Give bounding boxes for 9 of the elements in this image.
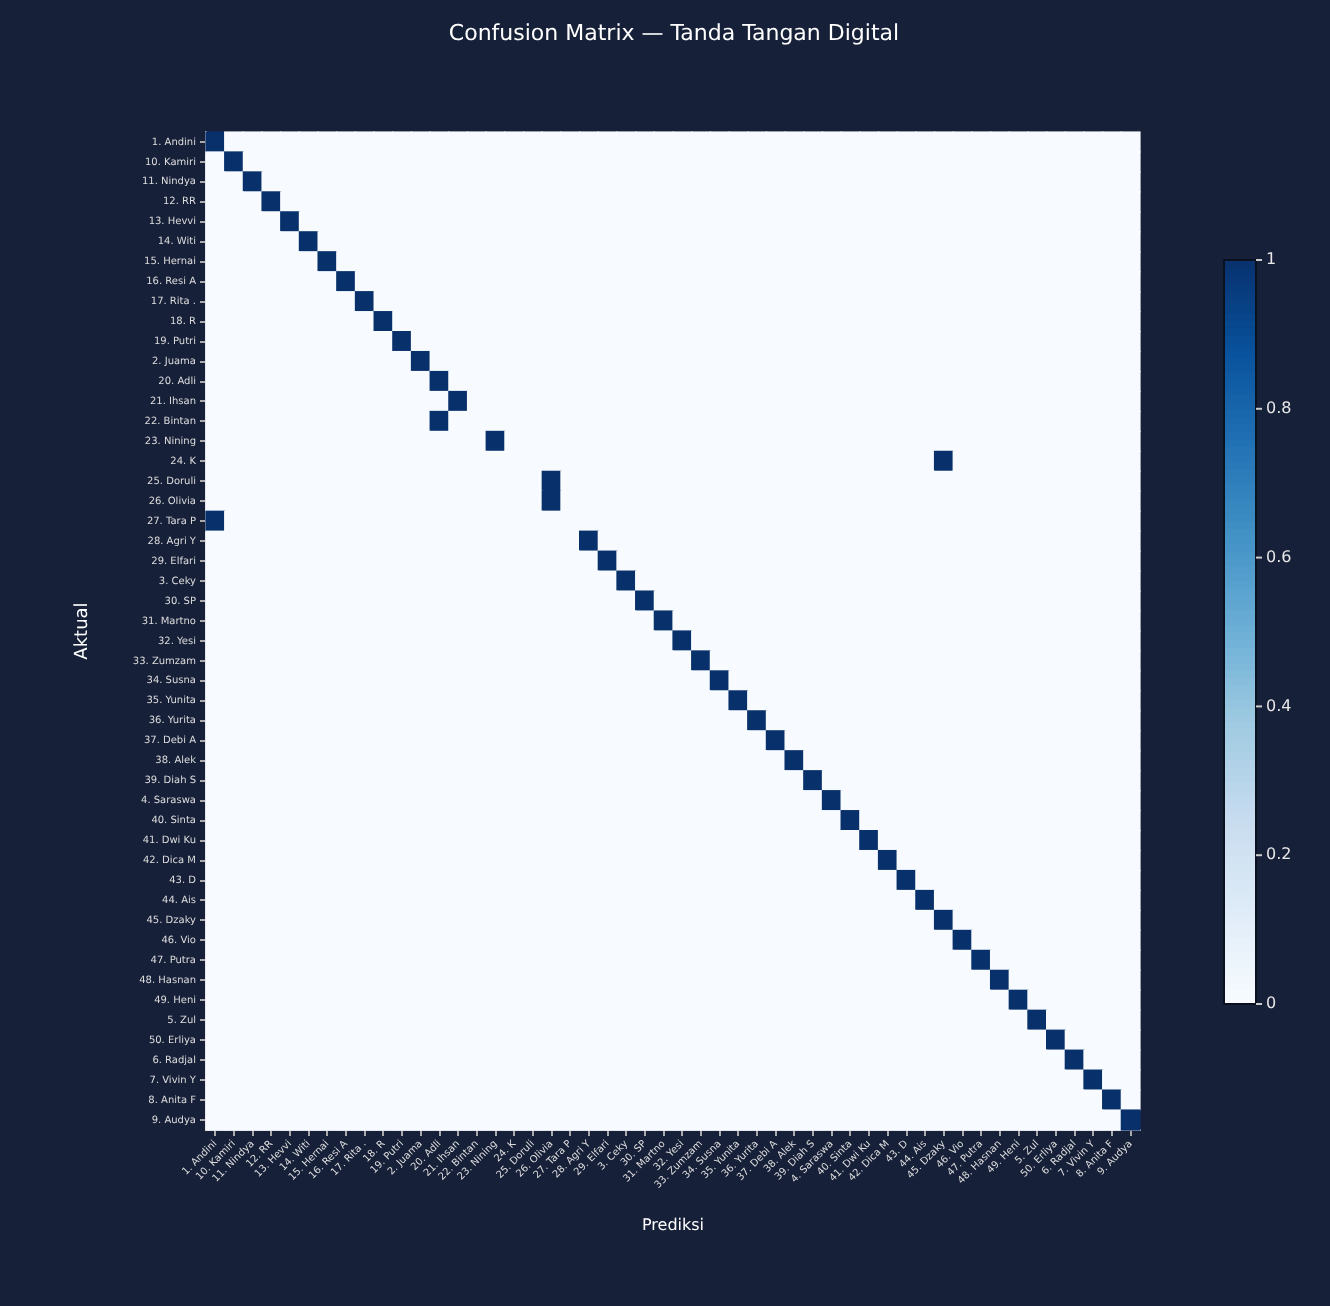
x-axis-title: Prediksi <box>641 1216 705 1235</box>
y-axis-title: Aktual <box>72 602 93 660</box>
color-bar-label: 1 <box>1266 250 1277 269</box>
color-bar-label: 0.6 <box>1266 547 1292 566</box>
color-bar-label: 0.4 <box>1266 696 1292 715</box>
color-bar-label: 0 <box>1266 994 1277 1013</box>
color-bar-label: 0.2 <box>1266 845 1292 864</box>
color-bar-label: 0.8 <box>1266 398 1292 417</box>
chart-title: Confusion Matrix — Tanda Tangan Digital <box>448 19 900 46</box>
